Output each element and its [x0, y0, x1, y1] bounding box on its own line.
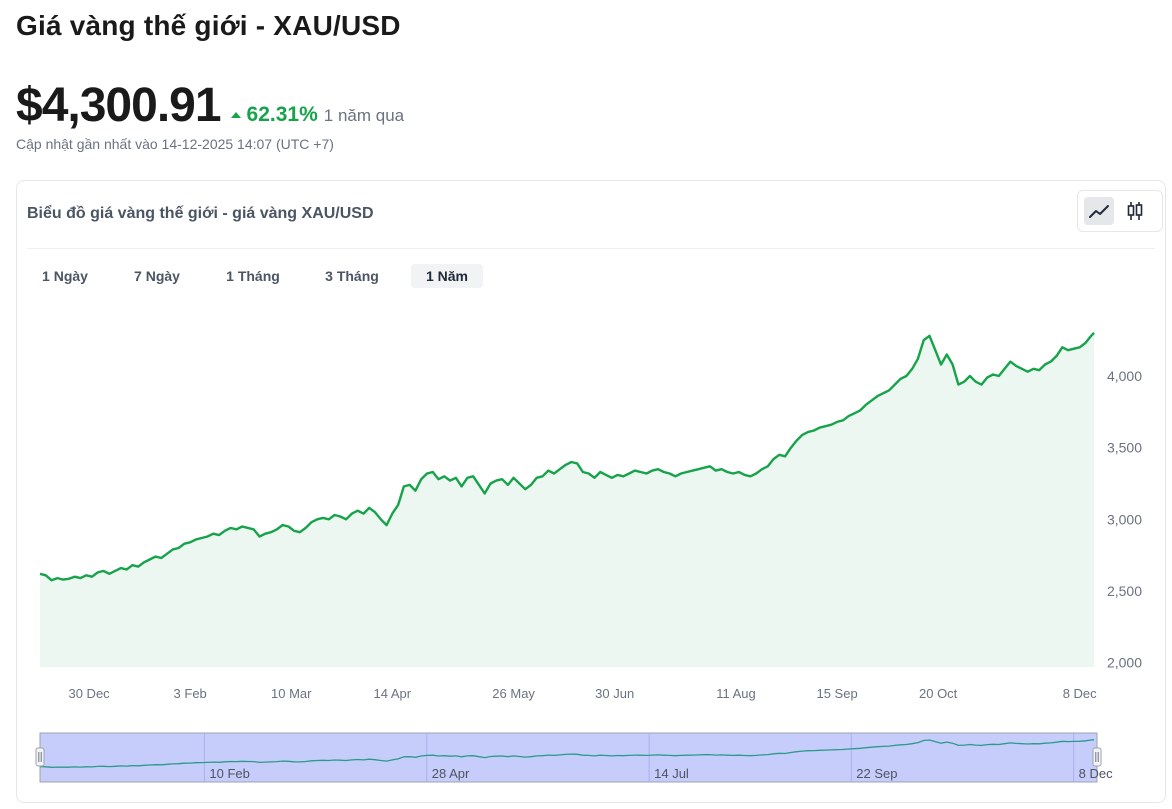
last-updated: Cập nhật gần nhất vào 14-12-2025 14:07 (… — [16, 136, 334, 152]
x-tick-label: 26 May — [492, 686, 535, 701]
x-tick-label: 15 Sep — [816, 686, 857, 701]
x-tick-label: 30 Jun — [595, 686, 634, 701]
navigator-tick-label: 8 Dec — [1079, 766, 1113, 781]
range-1-year[interactable]: 1 Năm — [411, 264, 483, 288]
chart-title: Biểu đồ giá vàng thế giới - giá vàng XAU… — [27, 205, 374, 222]
y-tick-label: 4,000 — [1107, 368, 1142, 384]
navigator-tick-label: 10 Feb — [209, 766, 249, 781]
line-chart-icon — [1089, 205, 1109, 218]
x-axis: 30 Dec 3 Feb 10 Mar 14 Apr 26 May 30 Jun 11 Au… — [68, 686, 1097, 701]
change-period: 1 năm qua — [323, 106, 405, 125]
handle-grip — [1092, 747, 1102, 767]
x-tick-label: 3 Feb — [174, 686, 207, 701]
navigator-tick-label: 28 Apr — [432, 766, 470, 781]
candlestick-chart-button[interactable] — [1120, 197, 1150, 225]
current-price: $4,300.91 — [16, 79, 222, 132]
navigator-tick-label: 22 Sep — [856, 766, 897, 781]
x-tick-label: 11 Aug — [716, 686, 756, 701]
chart-type-toggle — [1077, 190, 1163, 232]
y-axis: 2,000 2,500 3,000 3,500 4,000 — [1107, 368, 1142, 671]
range-1-day[interactable]: 1 Ngày — [42, 268, 88, 284]
navigator-tick-label: 14 Jul — [654, 766, 689, 781]
line-chart-button[interactable] — [1084, 197, 1114, 225]
range-7-days[interactable]: 7 Ngày — [134, 268, 180, 284]
range-selector: 1 Ngày 7 Ngày 1 Tháng 3 Tháng 1 Năm — [17, 264, 517, 290]
y-tick-label: 2,500 — [1107, 583, 1142, 599]
price-line — [39, 331, 1095, 582]
navigator-selection — [39, 732, 1098, 783]
x-tick-label: 14 Apr — [374, 686, 412, 701]
handle-grip — [35, 747, 45, 767]
navigator-handle-right[interactable] — [1092, 747, 1102, 767]
navigator-handle-left[interactable] — [35, 747, 45, 767]
y-tick-label: 3,500 — [1107, 440, 1142, 456]
x-tick-label: 30 Dec — [68, 686, 110, 701]
price-summary: $4,300.91 62.31% 1 năm qua — [16, 78, 404, 133]
y-tick-label: 3,000 — [1107, 511, 1142, 527]
navigator[interactable]: 10 Feb 28 Apr 14 Jul 22 Sep 8 Dec — [35, 732, 1113, 783]
price-area-fill — [40, 332, 1095, 667]
x-tick-label: 10 Mar — [271, 686, 312, 701]
range-1-month[interactable]: 1 Tháng — [226, 268, 280, 284]
range-3-months[interactable]: 3 Tháng — [325, 268, 379, 284]
card-divider — [27, 248, 1155, 249]
candlestick-icon — [1127, 202, 1143, 220]
main-chart-area — [39, 331, 1095, 667]
x-tick-label: 20 Oct — [919, 686, 958, 701]
x-tick-label: 8 Dec — [1063, 686, 1097, 701]
y-tick-label: 2,000 — [1107, 655, 1142, 671]
page-title: Giá vàng thế giới - XAU/USD — [16, 10, 401, 41]
navigator-line — [39, 739, 1095, 768]
price-change: 62.31% — [230, 103, 318, 127]
caret-up-icon — [230, 112, 241, 118]
change-percent: 62.31% — [246, 103, 318, 126]
